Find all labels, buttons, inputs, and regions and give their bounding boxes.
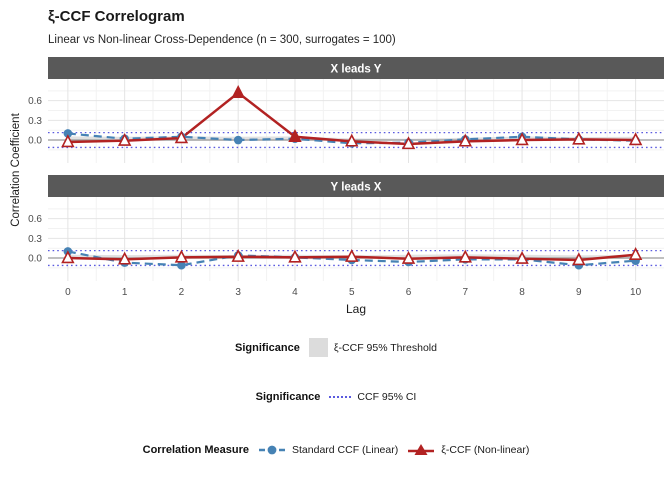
facet-strip xyxy=(48,57,664,79)
facet-strip-label: X leads Y xyxy=(331,64,382,76)
legend-threshold: Significance ξ-CCF 95% Threshold xyxy=(0,338,672,357)
facet-strip-label: Y leads X xyxy=(331,182,382,194)
y-tick-label: 0.3 xyxy=(28,116,42,127)
legend-threshold-label: ξ-CCF 95% Threshold xyxy=(333,341,437,354)
linear-series-swatch-icon xyxy=(259,445,285,455)
legend-measure: Correlation Measure Standard CCF (Linear… xyxy=(0,442,672,458)
marker-nonlinear xyxy=(628,132,643,146)
nonlinear-series-swatch-icon xyxy=(408,444,435,455)
marker-nonlinear xyxy=(628,247,643,260)
marker-linear xyxy=(63,129,73,138)
x-tick-label: 8 xyxy=(519,287,525,298)
x-tick-label: 6 xyxy=(406,287,412,298)
marker-linear xyxy=(233,135,243,145)
marker-nonlinear xyxy=(458,133,473,147)
legend-ci-title: Significance xyxy=(255,391,321,403)
x-tick-label: 0 xyxy=(65,287,71,298)
y-tick-label: 0.0 xyxy=(28,254,42,265)
legend-ci-item: CCF 95% CI xyxy=(329,391,416,403)
marker-nonlinear xyxy=(61,250,75,264)
facet-strip xyxy=(48,175,664,197)
panel-background xyxy=(48,79,664,163)
x-tick-label: 9 xyxy=(576,287,582,298)
series-line-linear xyxy=(67,132,636,145)
marker-nonlinear xyxy=(288,249,302,263)
x-tick-label: 1 xyxy=(122,287,128,298)
y-tick-label: 0.0 xyxy=(28,136,42,147)
x-tick-label: 3 xyxy=(235,287,241,298)
marker-nonlinear xyxy=(61,134,75,148)
x-axis-title: Lag xyxy=(346,302,366,316)
ci-line-swatch-icon xyxy=(329,396,352,398)
marker-nonlinear xyxy=(117,132,132,146)
marker-nonlinear xyxy=(345,248,359,262)
chart-subtitle: Linear vs Non-linear Cross-Dependence (n… xyxy=(48,34,396,46)
marker-nonlinear xyxy=(231,85,245,98)
marker-nonlinear xyxy=(458,249,473,263)
panel-background xyxy=(48,197,664,281)
legend-ci: Significance CCF 95% CI xyxy=(0,391,672,403)
series-line-linear xyxy=(67,250,636,267)
marker-nonlinear xyxy=(174,130,189,144)
marker-nonlinear xyxy=(572,131,586,145)
y-tick-label: 0.6 xyxy=(28,96,42,107)
x-tick-label: 4 xyxy=(292,287,298,298)
marker-nonlinear xyxy=(288,129,302,142)
x-tick-label: 2 xyxy=(179,287,185,298)
marker-nonlinear xyxy=(401,250,416,264)
x-tick-label: 5 xyxy=(349,287,355,298)
threshold-swatch-icon xyxy=(308,338,328,357)
correlogram-chart: 0.0 0.3 0.6 X leads Y 0.0 0.3 0.6 Y leads X 0 1 2 3… xyxy=(28,57,664,316)
marker-linear xyxy=(177,260,186,270)
legend-ci-label: CCF 95% CI xyxy=(357,391,417,403)
x-tick-label: 10 xyxy=(630,287,642,298)
legend-measure-title: Correlation Measure xyxy=(142,444,249,456)
marker-nonlinear xyxy=(572,252,586,266)
legend-nonlinear-label: ξ-CCF (Non-linear) xyxy=(441,444,530,456)
marker-nonlinear xyxy=(231,248,245,262)
legend-linear-item: Standard CCF (Linear) xyxy=(258,442,398,458)
marker-nonlinear xyxy=(345,133,359,147)
marker-nonlinear xyxy=(401,136,416,150)
y-tick-label: 0.3 xyxy=(28,234,42,245)
marker-nonlinear xyxy=(174,249,189,263)
legend-threshold-title: Significance xyxy=(235,341,300,354)
legend-nonlinear-item: ξ-CCF (Non-linear) xyxy=(407,442,529,458)
marker-nonlinear xyxy=(515,250,529,264)
legend-linear-label: Standard CCF (Linear) xyxy=(292,444,399,456)
x-tick-label: 7 xyxy=(463,287,469,298)
marker-nonlinear xyxy=(117,251,132,265)
marker-nonlinear xyxy=(515,132,529,146)
chart-title: ξ-CCF Correlogram xyxy=(48,8,185,25)
y-tick-label: 0.6 xyxy=(28,214,42,225)
legend-threshold-item: ξ-CCF 95% Threshold xyxy=(308,338,437,357)
